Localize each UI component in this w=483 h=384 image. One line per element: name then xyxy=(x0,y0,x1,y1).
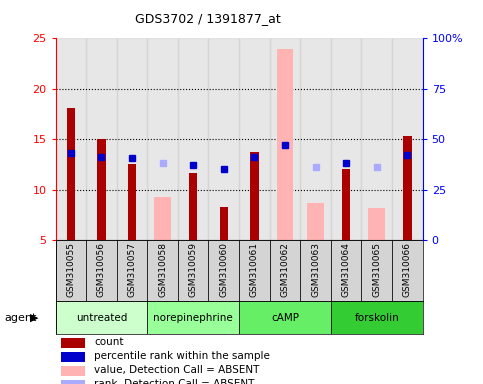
Bar xyxy=(67,108,75,240)
Bar xyxy=(250,152,258,240)
Text: GDS3702 / 1391877_at: GDS3702 / 1391877_at xyxy=(135,12,281,25)
Bar xyxy=(300,240,331,301)
Text: agent: agent xyxy=(5,313,37,323)
Bar xyxy=(154,197,171,240)
Text: untreated: untreated xyxy=(76,313,127,323)
Bar xyxy=(178,38,209,240)
Text: GSM310066: GSM310066 xyxy=(403,242,412,297)
Text: count: count xyxy=(94,337,124,347)
Bar xyxy=(209,240,239,301)
Text: cAMP: cAMP xyxy=(271,313,299,323)
Bar xyxy=(270,38,300,240)
Bar xyxy=(361,240,392,301)
Bar xyxy=(86,38,117,240)
Bar xyxy=(239,38,270,240)
Text: GSM310064: GSM310064 xyxy=(341,242,351,297)
Text: rank, Detection Call = ABSENT: rank, Detection Call = ABSENT xyxy=(94,379,255,384)
Bar xyxy=(128,164,136,240)
Bar xyxy=(209,38,239,240)
Bar xyxy=(392,240,423,301)
Bar xyxy=(300,38,331,240)
Bar xyxy=(220,207,228,240)
Text: percentile rank within the sample: percentile rank within the sample xyxy=(94,351,270,361)
Text: GSM310063: GSM310063 xyxy=(311,242,320,297)
Bar xyxy=(61,366,85,376)
Bar xyxy=(331,301,423,334)
Bar xyxy=(147,240,178,301)
Bar xyxy=(239,301,331,334)
Bar xyxy=(403,136,412,240)
Bar xyxy=(147,301,239,334)
Bar xyxy=(61,352,85,362)
Bar xyxy=(270,240,300,301)
Bar xyxy=(61,380,85,384)
Text: GSM310055: GSM310055 xyxy=(66,242,75,297)
Text: forskolin: forskolin xyxy=(355,313,399,323)
Text: norepinephrine: norepinephrine xyxy=(153,313,233,323)
Text: GSM310061: GSM310061 xyxy=(250,242,259,297)
Bar xyxy=(61,338,85,348)
Text: GSM310057: GSM310057 xyxy=(128,242,137,297)
Bar xyxy=(147,38,178,240)
Text: GSM310058: GSM310058 xyxy=(158,242,167,297)
Bar xyxy=(56,38,86,240)
Bar xyxy=(361,38,392,240)
Text: GSM310059: GSM310059 xyxy=(189,242,198,297)
Text: GSM310065: GSM310065 xyxy=(372,242,381,297)
Text: GSM310062: GSM310062 xyxy=(281,242,289,297)
Bar xyxy=(117,240,147,301)
Bar xyxy=(331,240,361,301)
Bar xyxy=(369,208,385,240)
Text: GSM310056: GSM310056 xyxy=(97,242,106,297)
Bar xyxy=(239,240,270,301)
Bar xyxy=(331,38,361,240)
Bar xyxy=(86,240,117,301)
Bar xyxy=(277,50,293,240)
Bar xyxy=(342,169,350,240)
Bar xyxy=(178,240,209,301)
Bar xyxy=(97,139,106,240)
Bar xyxy=(56,240,86,301)
Bar xyxy=(189,174,198,240)
Text: GSM310060: GSM310060 xyxy=(219,242,228,297)
Bar xyxy=(307,203,324,240)
Text: value, Detection Call = ABSENT: value, Detection Call = ABSENT xyxy=(94,365,259,375)
Bar xyxy=(392,38,423,240)
Bar xyxy=(117,38,147,240)
Bar xyxy=(56,301,147,334)
Text: ▶: ▶ xyxy=(30,313,39,323)
